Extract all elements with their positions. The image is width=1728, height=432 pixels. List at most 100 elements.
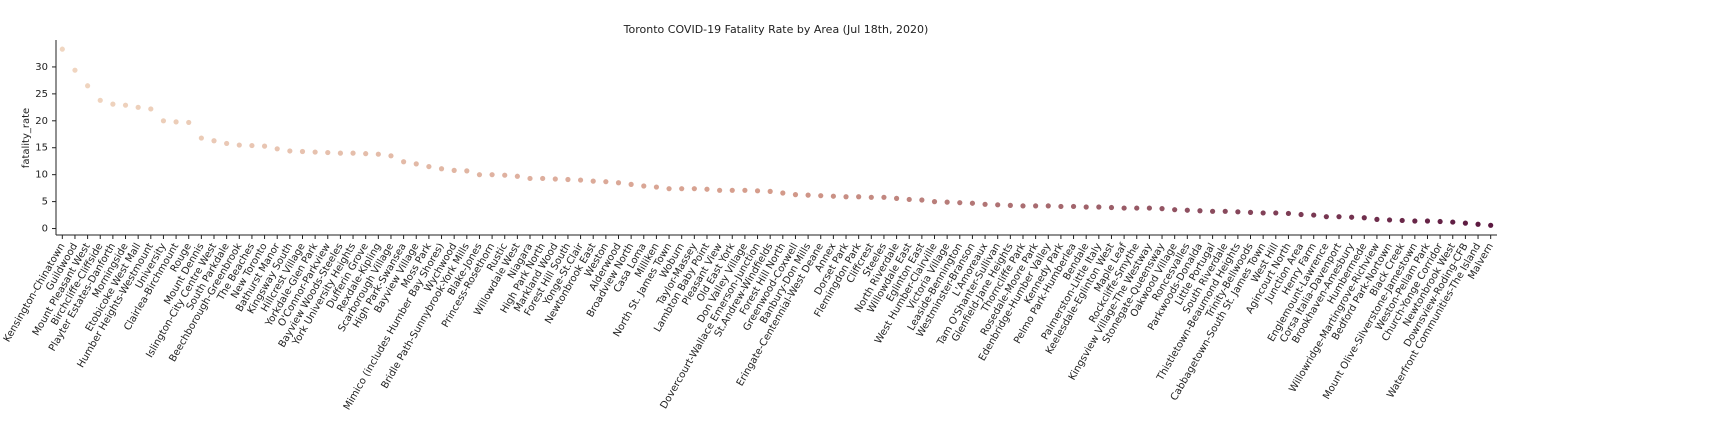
point [1121,205,1127,211]
point [198,135,204,141]
point [653,184,660,190]
point [717,187,723,193]
point [1323,214,1329,220]
point [1450,219,1456,225]
point [1070,203,1077,210]
point [274,146,280,152]
point [325,149,331,156]
point [1159,206,1165,212]
point [1437,218,1443,225]
point [476,172,483,178]
point [792,191,799,198]
point [628,181,634,187]
point [1462,220,1468,226]
point [236,142,242,148]
point [249,142,255,149]
point [590,178,596,184]
point [679,186,685,192]
point [135,104,141,110]
point [1247,209,1254,215]
point [287,148,293,154]
point [868,194,874,200]
point [1033,203,1039,209]
point [173,119,179,125]
point [805,192,811,198]
point [388,153,394,159]
point [957,200,963,206]
point [641,183,647,189]
point [375,151,381,157]
y-tick-label: 0 [42,224,48,235]
y-tick-label: 5 [42,197,48,208]
point [540,175,546,182]
point [1209,208,1216,214]
point [261,143,268,149]
point [1172,207,1178,213]
point [1134,205,1140,211]
point [464,168,470,174]
point [666,186,672,192]
point [122,102,129,108]
point [881,194,887,200]
point [944,199,950,205]
point [72,67,78,73]
y-axis-label: fatality_rate [21,108,32,168]
point [1235,209,1241,215]
point [830,193,836,199]
point [1336,214,1342,220]
point [413,161,419,167]
point [552,176,558,182]
point [186,119,192,126]
point [893,195,900,201]
point [1298,211,1304,218]
point [489,172,495,178]
point [312,149,318,155]
point [780,190,786,196]
point [110,101,116,107]
point [337,150,344,156]
point [1488,222,1494,228]
point [1273,210,1279,216]
y-tick-label: 15 [35,143,48,154]
point [148,106,154,112]
point [1424,218,1431,224]
point [1197,208,1203,214]
point [299,148,306,155]
point [211,138,217,144]
point [843,194,849,200]
point [363,151,369,157]
y-tick-label: 20 [35,116,48,127]
point [742,187,748,193]
y-tick-label: 30 [35,62,48,73]
point [438,166,445,172]
point [502,172,508,178]
point [1108,204,1115,211]
point [1475,221,1481,227]
point [615,180,622,186]
point [931,199,938,205]
point [1045,203,1051,209]
point [1184,207,1190,213]
point [995,202,1001,208]
point [1020,203,1026,209]
point [1311,212,1317,218]
point [969,200,976,206]
point [1260,210,1266,216]
point [818,193,824,199]
point [1058,203,1064,210]
point [1083,204,1089,210]
point [767,188,773,194]
point [350,150,356,156]
point [603,179,609,185]
point [514,173,520,179]
chart-title: Toronto COVID-19 Fatality Rate by Area (… [623,23,929,36]
point [729,187,735,193]
point [59,46,65,52]
point [451,167,457,173]
y-tick-label: 10 [35,170,48,181]
point [1285,210,1292,217]
point [224,140,230,147]
point [691,186,697,192]
point [1222,208,1228,214]
point [1349,214,1355,220]
